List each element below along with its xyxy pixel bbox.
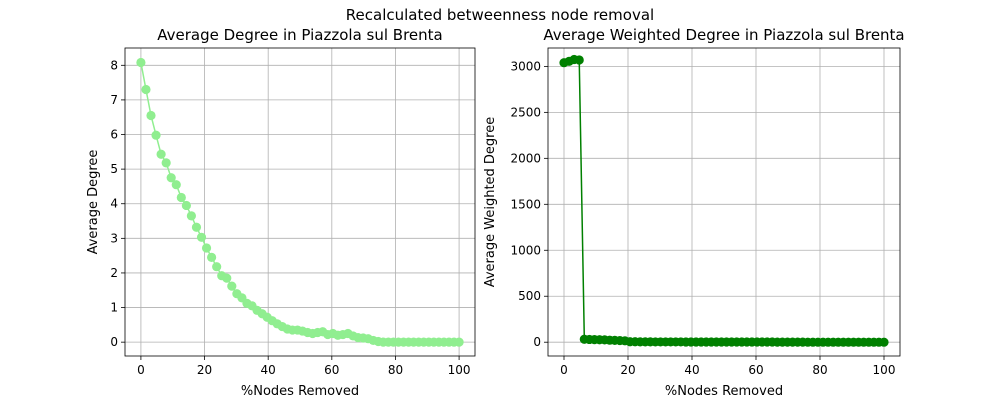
x-tick-label: 20 — [197, 363, 212, 377]
y-tick-label: 5 — [110, 162, 118, 176]
y-tick-label: 2500 — [510, 105, 541, 119]
x-tick-label: 40 — [261, 363, 276, 377]
x-tick-label: 0 — [560, 363, 568, 377]
y-tick-label: 0 — [533, 335, 541, 349]
data-point — [146, 110, 156, 121]
x-tick: 40 — [261, 356, 276, 377]
y-tick-label: 1 — [110, 301, 118, 315]
y-axis-label: Average Weighted Degree — [483, 117, 498, 288]
x-tick: 100 — [448, 356, 471, 377]
plot-frame — [547, 47, 901, 357]
data-point — [141, 84, 151, 95]
y-tick: 0 — [533, 335, 548, 349]
y-tick: 2500 — [510, 105, 548, 119]
x-tick: 20 — [620, 356, 636, 377]
y-tick: 7 — [110, 93, 125, 107]
data-point — [196, 232, 207, 242]
axis-ticks: 0 20 40 60 80 100 0 1 2 3 4 5 6 7 8 — [110, 58, 470, 377]
x-tick-label: 0 — [137, 363, 145, 377]
y-tick: 1 — [110, 301, 125, 315]
y-tick: 6 — [110, 128, 125, 142]
y-tick-label: 6 — [110, 128, 118, 142]
x-axis-label: %Nodes Removed — [241, 384, 359, 399]
grid — [548, 48, 900, 356]
y-tick-label: 0 — [110, 335, 118, 349]
data-point — [181, 200, 191, 211]
y-tick: 0 — [110, 335, 125, 349]
data-point — [201, 243, 212, 253]
data-point — [207, 252, 217, 262]
y-axis-label: Average Degree — [86, 150, 101, 255]
y-tick-label: 1000 — [510, 243, 541, 257]
x-tick-label: 20 — [620, 363, 635, 377]
y-tick: 3 — [110, 231, 125, 245]
y-tick-label: 3 — [110, 231, 118, 245]
y-tick: 2000 — [510, 151, 548, 165]
data-point — [879, 337, 889, 347]
x-tick: 40 — [684, 356, 700, 377]
x-tick-label: 100 — [873, 363, 896, 377]
y-tick: 2 — [110, 266, 125, 280]
data-point — [161, 158, 171, 168]
data-point — [212, 262, 222, 272]
y-tick-label: 4 — [110, 197, 118, 211]
x-tick-label: 60 — [748, 363, 763, 377]
series-marks — [559, 54, 889, 347]
chart-title: Average Weighted Degree in Piazzola sul … — [543, 26, 904, 44]
data-point — [166, 173, 176, 183]
x-tick: 80 — [388, 356, 403, 377]
data-point — [191, 222, 202, 232]
y-tick-label: 500 — [518, 289, 541, 303]
y-tick: 8 — [110, 58, 125, 72]
y-tick-label: 3000 — [510, 59, 541, 73]
chart-average-weighted-degree: Average Weighted Degree in Piazzola sul … — [483, 26, 905, 399]
y-tick-label: 2000 — [510, 151, 541, 165]
x-axis-label: %Nodes Removed — [665, 384, 783, 399]
y-tick-label: 7 — [110, 93, 118, 107]
data-point — [186, 211, 196, 221]
chart-title: Average Degree in Piazzola sul Brenta — [157, 26, 443, 44]
x-tick-label: 60 — [324, 363, 339, 377]
series-line — [563, 58, 884, 343]
x-tick: 80 — [812, 356, 828, 377]
x-tick: 100 — [873, 356, 896, 377]
x-tick-label: 80 — [388, 363, 403, 377]
data-point — [136, 57, 146, 68]
x-tick-label: 100 — [448, 363, 471, 377]
data-point — [151, 130, 161, 140]
chart-average-degree: Average Degree in Piazzola sul Brenta 0 2… — [86, 26, 476, 399]
y-tick: 5 — [110, 162, 125, 176]
data-point — [156, 149, 166, 159]
data-point — [171, 180, 181, 190]
figure-suptitle: Recalculated betweenness node removal — [346, 6, 654, 24]
x-tick: 0 — [560, 356, 568, 377]
plot-frame — [124, 47, 476, 357]
x-tick: 60 — [748, 356, 764, 377]
x-tick: 20 — [197, 356, 212, 377]
y-tick-label: 8 — [110, 58, 118, 72]
x-tick-label: 40 — [684, 363, 699, 377]
series-marks — [136, 57, 464, 347]
x-tick-label: 80 — [812, 363, 827, 377]
y-tick: 500 — [518, 289, 548, 303]
data-point — [176, 192, 186, 203]
y-tick-label: 2 — [110, 266, 118, 280]
y-tick: 3000 — [510, 59, 548, 73]
y-tick: 1000 — [510, 243, 548, 257]
data-point — [222, 273, 232, 283]
x-tick: 60 — [324, 356, 339, 377]
data-point — [574, 55, 584, 65]
x-tick: 0 — [137, 356, 145, 377]
y-tick: 4 — [110, 197, 125, 211]
data-point — [454, 337, 464, 347]
y-tick-label: 1500 — [510, 197, 541, 211]
grid — [125, 48, 475, 356]
data-point — [227, 281, 237, 291]
y-tick: 1500 — [510, 197, 548, 211]
